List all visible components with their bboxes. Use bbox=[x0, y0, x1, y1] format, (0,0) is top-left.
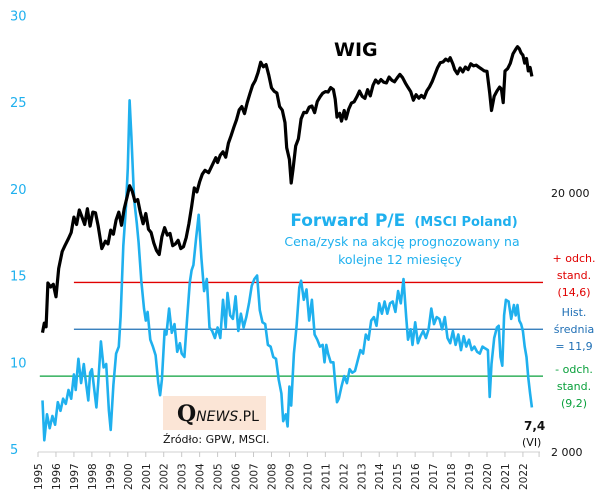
x-tick-2009: 2009 bbox=[284, 463, 296, 490]
x-tick-2016: 2016 bbox=[410, 463, 422, 490]
x-tick-2021: 2021 bbox=[500, 463, 512, 490]
pe-title-paren: (MSCI Poland) bbox=[414, 215, 517, 230]
ref-label-minus-std-2: (9,2) bbox=[561, 397, 587, 410]
x-tick-2012: 2012 bbox=[338, 463, 350, 490]
y-right-tick-2000: 2 000 bbox=[551, 446, 583, 459]
pe-title-main: Forward P/E bbox=[290, 211, 405, 231]
pe-subtitle-line3: kolejne 12 miesięcy bbox=[338, 252, 462, 267]
ref-label-plus-std-1: stand. bbox=[557, 269, 591, 282]
x-tick-2019: 2019 bbox=[464, 463, 476, 490]
logo-pl: .PL bbox=[238, 409, 259, 425]
x-tick-2006: 2006 bbox=[231, 463, 243, 490]
y-axis-left: 5 10 15 20 25 30 bbox=[10, 9, 27, 458]
x-axis: 1995 1996 1997 1998 1999 2000 2001 2002 2003 2004… bbox=[33, 452, 540, 490]
x-tick-2001: 2001 bbox=[141, 463, 153, 490]
x-tick-2014: 2014 bbox=[374, 463, 386, 490]
x-tick-2020: 2020 bbox=[482, 463, 494, 490]
ref-label-hist-mean-0: Hist. bbox=[562, 306, 587, 319]
x-tick-2000: 2000 bbox=[123, 463, 135, 490]
x-tick-2003: 2003 bbox=[177, 463, 189, 490]
y-left-tick-25: 25 bbox=[10, 96, 27, 111]
y-right-tick-20000: 20 000 bbox=[551, 187, 590, 200]
x-tick-2017: 2017 bbox=[428, 463, 440, 490]
ref-label-plus-std-0: + odch. bbox=[553, 252, 596, 265]
x-tick-1998: 1998 bbox=[87, 463, 99, 490]
x-tick-2011: 2011 bbox=[320, 463, 332, 490]
wig-title: WIG bbox=[334, 39, 378, 61]
x-tick-1995: 1995 bbox=[33, 463, 45, 490]
logo-background bbox=[163, 396, 266, 430]
reference-labels: + odch. stand. (14,6) Hist. średnia = 11,9 - o… bbox=[553, 252, 596, 410]
x-tick-2018: 2018 bbox=[446, 463, 458, 490]
y-left-tick-30: 30 bbox=[10, 9, 27, 24]
x-tick-2005: 2005 bbox=[213, 463, 225, 490]
ref-label-hist-mean-1: średnia bbox=[554, 323, 595, 336]
x-tick-2002: 2002 bbox=[159, 463, 171, 490]
last-date: (VI) bbox=[522, 436, 541, 449]
ref-label-plus-std-2: (14,6) bbox=[557, 286, 590, 299]
x-tick-1999: 1999 bbox=[105, 463, 117, 490]
logo-news: NEWS bbox=[196, 409, 238, 425]
pe-title: Forward P/E (MSCI Poland) bbox=[290, 211, 517, 231]
x-tick-1997: 1997 bbox=[69, 463, 81, 490]
series-wig-line bbox=[40, 45, 534, 333]
x-tick-2022: 2022 bbox=[518, 463, 530, 490]
x-tick-1996: 1996 bbox=[51, 463, 63, 490]
x-tick-2015: 2015 bbox=[392, 463, 404, 490]
ref-label-minus-std-0: - odch. bbox=[555, 363, 593, 376]
pe-subtitle-line2: Cena/zysk na akcję prognozowany na bbox=[284, 234, 519, 249]
x-tick-2013: 2013 bbox=[356, 463, 368, 490]
source-note: Źródło: GPW, MSCI. bbox=[163, 433, 270, 446]
y-left-tick-15: 15 bbox=[10, 270, 27, 285]
logo-qnews: QNEWS.PL bbox=[163, 396, 266, 430]
y-axis-right: 20 000 2 000 bbox=[551, 187, 590, 459]
x-tick-2010: 2010 bbox=[302, 463, 314, 490]
logo-q: Q bbox=[177, 401, 196, 427]
y-left-tick-5: 5 bbox=[10, 443, 18, 458]
x-tick-2008: 2008 bbox=[266, 463, 278, 490]
ref-label-minus-std-1: stand. bbox=[557, 380, 591, 393]
series-forward-pe-line bbox=[41, 99, 534, 442]
x-tick-2004: 2004 bbox=[195, 463, 207, 490]
y-left-tick-20: 20 bbox=[10, 183, 27, 198]
ref-label-hist-mean-2: = 11,9 bbox=[555, 340, 592, 353]
x-tick-2007: 2007 bbox=[249, 463, 261, 490]
logo-text: QNEWS.PL bbox=[177, 401, 259, 427]
reference-lines bbox=[39, 281, 543, 377]
y-left-tick-10: 10 bbox=[10, 356, 27, 371]
last-value: 7,4 bbox=[524, 419, 545, 433]
